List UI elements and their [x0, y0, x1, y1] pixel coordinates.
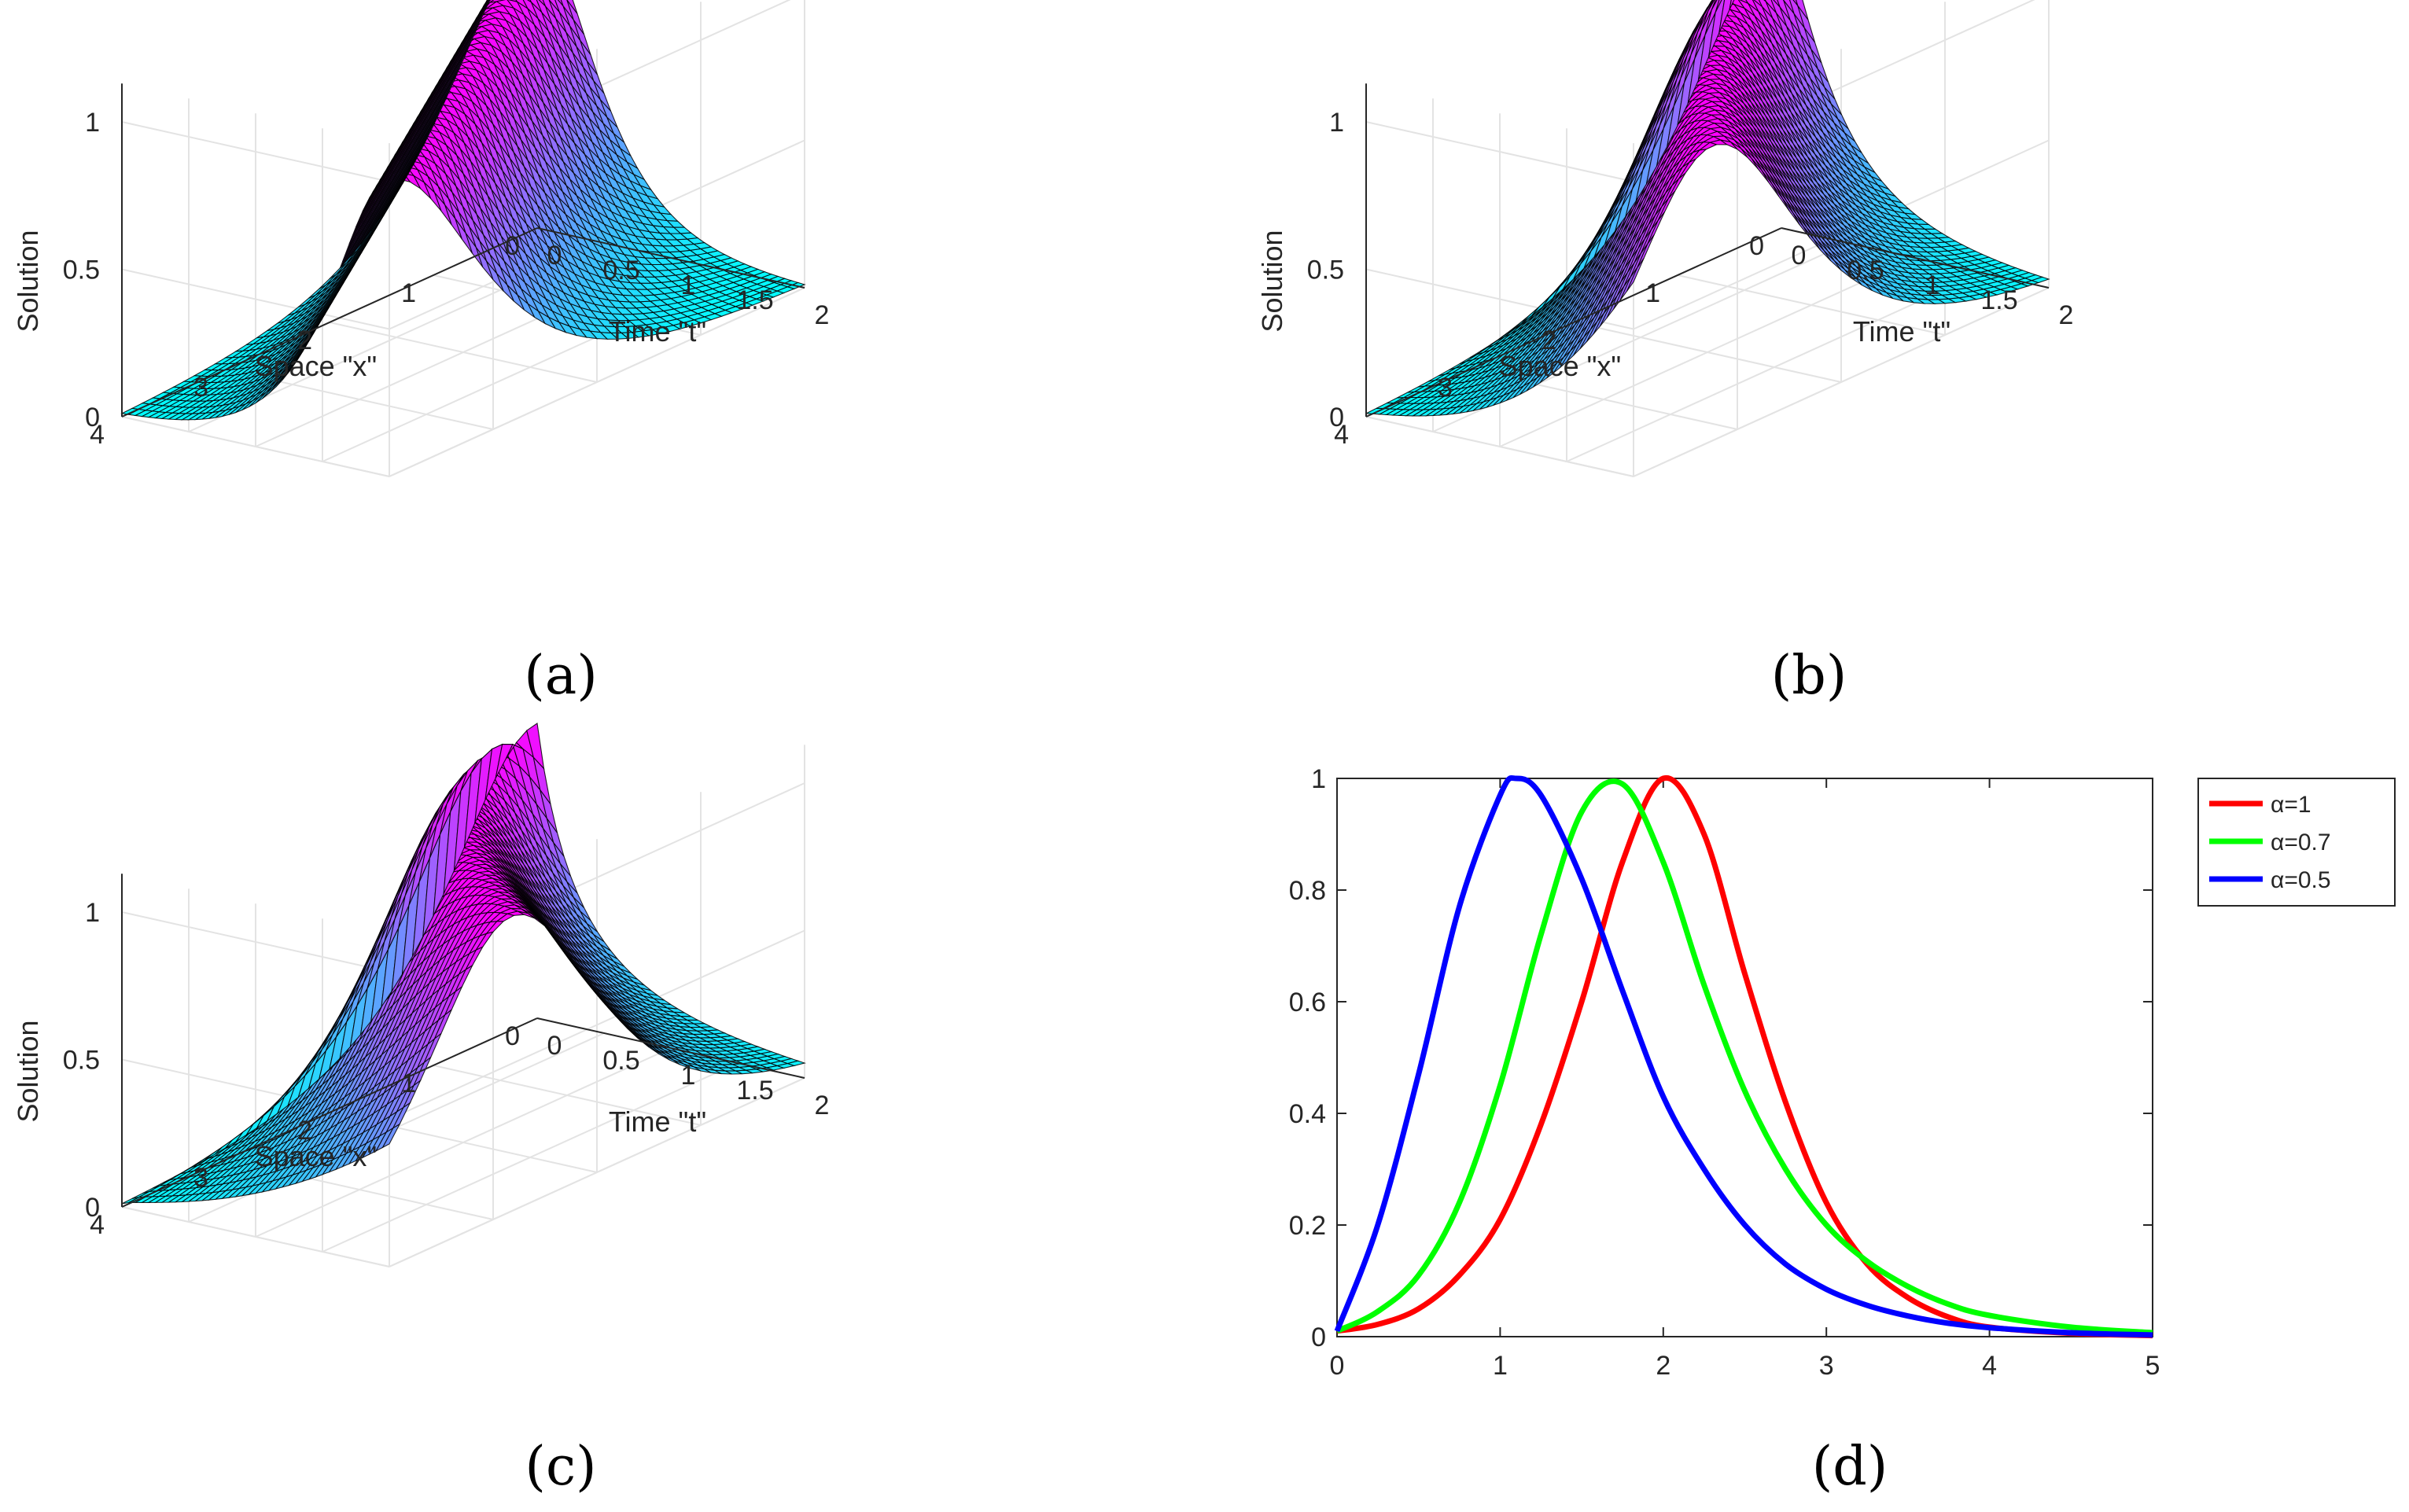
x-tick-label: 1 [401, 278, 416, 308]
z-tick-label: 0.5 [63, 1046, 100, 1076]
surface-patch [484, 0, 491, 10]
floor-grid-line [329, 322, 598, 383]
x-axis-line [121, 227, 538, 418]
y-tick-label: 1 [1311, 764, 1326, 794]
floor-grid-line [1677, 274, 1946, 336]
caption-c: (c) [525, 1436, 596, 1498]
t-tick-label: 0.5 [1847, 256, 1884, 285]
z-axis-label: Solution [12, 1020, 44, 1122]
x-tick-label: 3 [1819, 1351, 1834, 1381]
x-tick-label: 0 [505, 1021, 520, 1051]
y-tick-label: 0.2 [1289, 1211, 1326, 1241]
t-tick-label: 1.5 [1980, 285, 2017, 315]
surface-mesh [120, 0, 806, 421]
z-axis-label: Solution [1256, 230, 1288, 332]
x-axis-label: Space "x" [1499, 350, 1622, 382]
y-tick-label: 0.6 [1289, 988, 1326, 1017]
t-tick-label: 1.5 [736, 285, 773, 315]
t-tick-label: 2 [815, 1091, 830, 1120]
surface-patch [527, 0, 533, 4]
t-axis-label: Time "t" [609, 315, 706, 348]
x-tick-label: 0 [1749, 231, 1764, 261]
z-tick-label: 1 [85, 898, 100, 928]
t-axis-line [536, 227, 805, 289]
x-tick-label: 2 [297, 326, 312, 355]
t-tick-label: 0.5 [602, 1046, 639, 1076]
caption-a: (a) [524, 645, 598, 707]
surface-patch [508, 0, 519, 3]
x-tick-label: 5 [2146, 1351, 2160, 1381]
x-tick-label: 4 [1334, 420, 1349, 450]
t-tick-label: 0 [547, 241, 562, 270]
t-tick-label: 1.5 [736, 1076, 773, 1105]
t-tick-label: 1 [681, 270, 696, 300]
z-tick-label: 1 [1329, 108, 1344, 138]
legend-label: α=0.5 [2271, 867, 2331, 893]
z-axis-label: Solution [12, 230, 44, 332]
x-tick-label: 1 [401, 1069, 416, 1098]
x-tick-label: 1 [1645, 278, 1660, 308]
x-tick-label: 3 [193, 1163, 208, 1193]
y-tick-label: 0.4 [1289, 1099, 1326, 1129]
z-tick-label: 0.5 [1307, 256, 1344, 285]
t-tick-label: 2 [2059, 300, 2074, 330]
z-tick-label: 0.5 [63, 256, 100, 285]
x-axis-label: Space "x" [255, 350, 378, 382]
t-tick-label: 0.5 [602, 256, 639, 285]
t-tick-label: 1 [681, 1061, 696, 1091]
caption-d: (d) [1812, 1436, 1888, 1498]
t-tick-label: 2 [815, 300, 830, 330]
caption-b: (b) [1771, 645, 1847, 707]
z-tick-label: 1 [85, 108, 100, 138]
x-tick-label: 0 [505, 231, 520, 261]
x-tick-label: 1 [1493, 1351, 1508, 1381]
t-tick-label: 0 [1792, 241, 1807, 270]
legend-label: α=0.7 [2271, 830, 2331, 855]
x-tick-label: 3 [193, 373, 208, 403]
x-tick-label: 4 [90, 420, 105, 450]
t-axis-label: Time "t" [609, 1105, 706, 1138]
y-tick-label: 0.8 [1289, 876, 1326, 906]
x-tick-label: 0 [1330, 1351, 1345, 1381]
x-tick-label: 4 [1982, 1351, 1997, 1381]
floor-grid-line [1365, 416, 1634, 477]
plot-area [1336, 778, 2153, 1337]
z-tick-label: 0 [85, 403, 100, 432]
t-tick-label: 1 [1925, 270, 1940, 300]
x-axis-line [1365, 227, 1782, 418]
surface-patch [557, 0, 564, 6]
line-plot-d: 0 1 2 3 4 5 0 0.2 0.4 0.6 0.8 1 α=1 α=0.7 α=0.5 [1289, 764, 2396, 1381]
y-tick-label: 0 [1311, 1323, 1326, 1352]
floor-grid-line [1573, 322, 1842, 383]
legend-label: α=1 [2271, 792, 2311, 818]
surface-patch [566, 0, 578, 14]
surface-mesh [1365, 0, 2050, 417]
floor-grid-line [121, 416, 390, 477]
x-tick-label: 2 [1656, 1351, 1670, 1381]
t-axis-label: Time "t" [1853, 315, 1950, 348]
x-tick-label: 4 [90, 1210, 105, 1240]
x-tick-label: 3 [1438, 373, 1453, 403]
x-axis-label: Space "x" [255, 1140, 378, 1172]
t-tick-label: 0 [547, 1031, 562, 1061]
